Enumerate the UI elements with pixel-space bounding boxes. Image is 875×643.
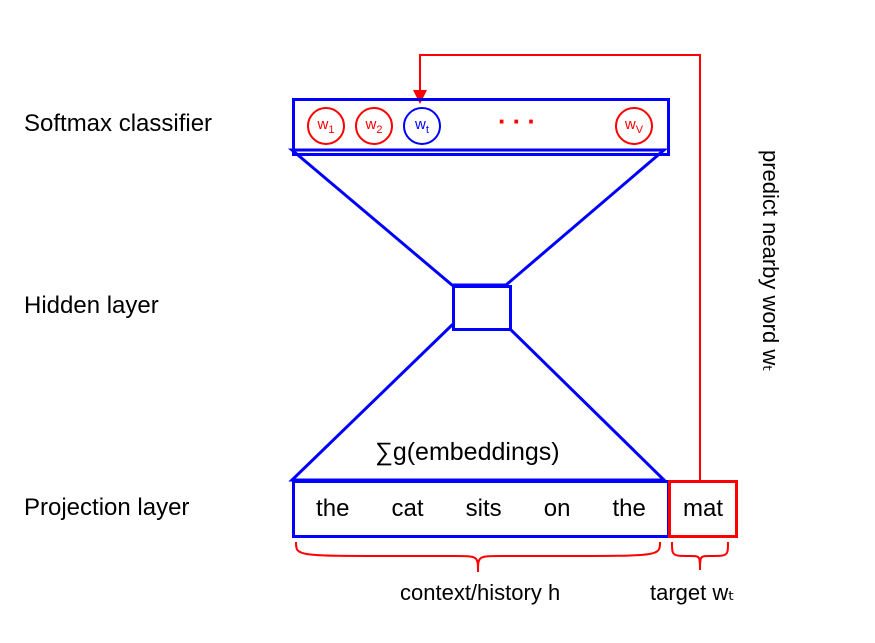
softmax-dots: ···	[498, 106, 542, 137]
node-wv-w: w	[625, 116, 636, 133]
predict-label: predict nearby word wₜ	[757, 150, 783, 372]
node-wt-sub: t	[426, 124, 429, 136]
embeddings-label: ∑g(embeddings)	[375, 438, 560, 467]
node-w1-w: w	[318, 116, 329, 133]
target-brace	[672, 542, 728, 570]
target-word: mat	[683, 495, 723, 523]
projection-layer-label: Projection layer	[24, 494, 189, 522]
proj-word-1: cat	[392, 495, 424, 523]
node-wv-sub: V	[636, 124, 643, 136]
context-label: context/history h	[400, 580, 560, 606]
target-label: target wₜ	[650, 580, 735, 606]
node-wv: wV	[615, 107, 653, 145]
proj-word-3: on	[544, 495, 571, 523]
projection-box: the cat sits on the	[292, 480, 670, 538]
node-wt: wt	[403, 107, 441, 145]
proj-word-4: the	[613, 495, 646, 523]
diagram-svg	[0, 0, 875, 643]
proj-word-2: sits	[466, 495, 502, 523]
hidden-layer-label: Hidden layer	[24, 292, 159, 320]
hidden-box	[452, 285, 512, 331]
node-w2-sub: 2	[376, 124, 382, 136]
node-w1: w1	[307, 107, 345, 145]
upper-trapezoid	[292, 150, 664, 285]
proj-word-0: the	[316, 495, 349, 523]
softmax-classifier-label: Softmax classifier	[24, 110, 212, 138]
target-box: mat	[668, 480, 738, 538]
node-wt-w: w	[415, 116, 426, 133]
node-w2: w2	[355, 107, 393, 145]
context-brace	[296, 542, 660, 572]
softmax-box	[292, 98, 670, 156]
node-w2-w: w	[366, 116, 377, 133]
node-w1-sub: 1	[328, 124, 334, 136]
